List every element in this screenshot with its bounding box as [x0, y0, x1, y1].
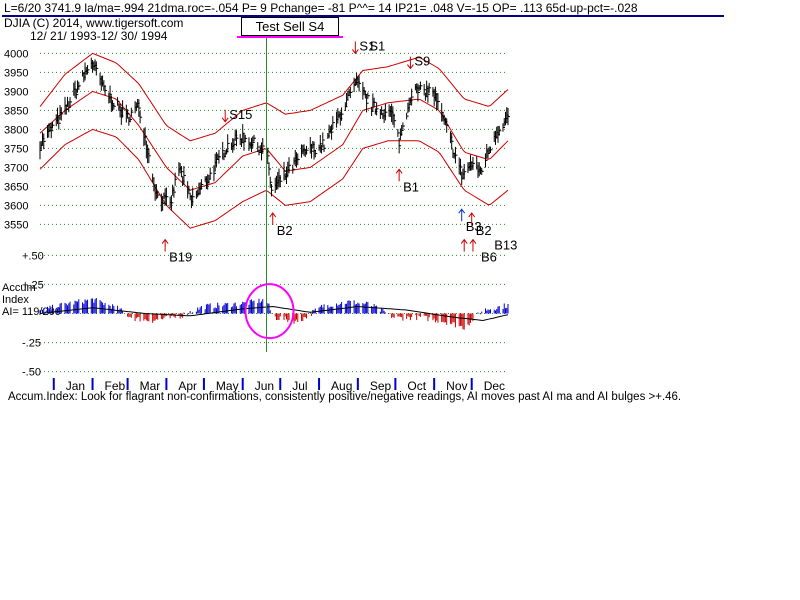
accum-label-2: Index	[2, 294, 29, 306]
price-y-tick-label: 3750	[4, 143, 28, 155]
buy-arrow	[161, 238, 169, 252]
signal-label: B2	[476, 223, 492, 238]
ai-highlight-circle	[244, 283, 295, 340]
buy-arrow	[468, 212, 476, 225]
header-rule	[2, 15, 724, 17]
accum-label-1: Accum	[2, 282, 36, 294]
price-y-tick-label: 3550	[4, 219, 28, 231]
header-line-3: 12/ 21/ 1993-12/ 30/ 1994	[30, 29, 168, 43]
x-tick-label: Nov	[446, 379, 467, 393]
accum-label-3: AI= 119/200	[2, 306, 61, 318]
price-y-tick-label: 4000	[4, 48, 28, 60]
signal-label: S15	[229, 107, 252, 122]
header-line-2: DJIA (C) 2014, www.tigersoft.com	[4, 16, 184, 30]
price-y-tick-label: 3700	[4, 162, 28, 174]
x-tick-label: Feb	[105, 379, 126, 393]
ai-y-tick-label: +.50	[22, 250, 44, 262]
signal-label: S1	[359, 38, 375, 53]
price-y-tick-label: 3800	[4, 124, 28, 136]
ai-y-tick-label: -.50	[22, 367, 41, 379]
footer-note: Accum.Index: Look for flagrant non-confi…	[8, 391, 682, 403]
signal-label: S9	[414, 54, 430, 69]
x-tick-label: Sep	[370, 379, 392, 393]
x-tick-label: Oct	[407, 379, 426, 393]
x-tick-label: Aug	[331, 379, 352, 393]
price-y-tick-label: 3650	[4, 181, 28, 193]
signal-label: B1	[403, 179, 419, 194]
signal-label: B6	[481, 250, 497, 265]
upper-band-line	[39, 52, 509, 142]
buy-arrow	[458, 208, 466, 222]
title-underline	[237, 36, 343, 38]
price-y-tick-label: 3850	[4, 105, 28, 117]
x-tick-label: Jan	[66, 379, 85, 393]
x-tick-label: May	[216, 379, 239, 393]
buy-arrow	[269, 212, 277, 225]
x-tick-label: Dec	[484, 379, 505, 393]
x-tick-label: Jun	[255, 379, 274, 393]
sell-arrow	[406, 56, 414, 70]
title-box: Test Sell S4	[241, 17, 339, 36]
buy-arrow	[460, 238, 468, 252]
header-line-1: L=6/20 3741.9 la/ma=.994 21dma.roc=-.054…	[4, 1, 638, 15]
signal-label: B19	[169, 250, 192, 265]
signal-label: B3	[466, 219, 482, 234]
ai-ma-line	[39, 305, 509, 322]
price-y-tick-label: 3900	[4, 86, 28, 98]
x-tick-label: Jul	[292, 379, 307, 393]
ai-y-tick-label: +.25	[22, 279, 44, 291]
price-y-tick-label: 3950	[4, 67, 28, 79]
price-y-tick-label: 3600	[4, 200, 28, 212]
sell-arrow	[221, 109, 229, 123]
buy-arrow	[469, 238, 477, 252]
ai-y-tick-label: -.25	[22, 338, 41, 350]
sell-arrow	[351, 41, 359, 55]
signal-label: B13	[494, 238, 517, 253]
signal-label: B2	[277, 223, 293, 238]
signal-label: S1	[369, 38, 385, 53]
lower-band-line	[39, 128, 509, 229]
x-tick-label: Mar	[140, 379, 161, 393]
x-tick-label: Apr	[178, 379, 197, 393]
buy-arrow	[395, 168, 403, 182]
